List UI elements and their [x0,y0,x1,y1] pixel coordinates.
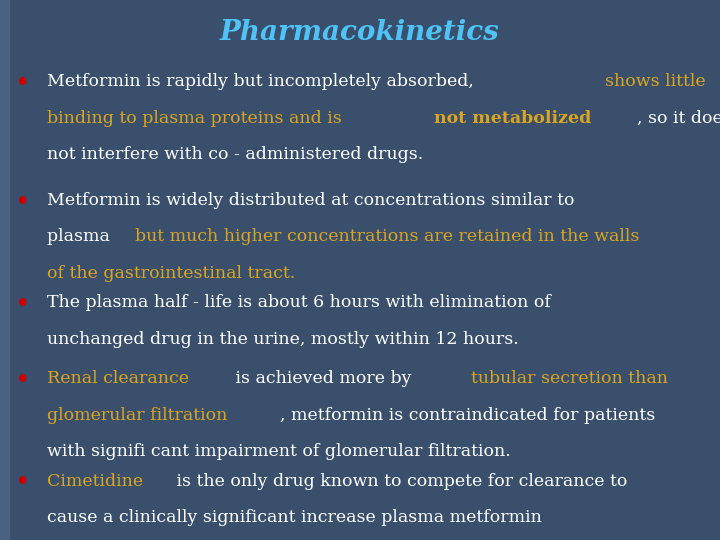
Text: Pharmacokinetics: Pharmacokinetics [220,19,500,46]
Text: not interfere with co - administered drugs.: not interfere with co - administered dru… [47,146,423,163]
Text: glomerular filtration: glomerular filtration [47,407,228,423]
Text: , so it does: , so it does [637,110,720,126]
Text: tubular secretion than: tubular secretion than [472,370,668,387]
Text: Renal clearance: Renal clearance [47,370,189,387]
Text: Metformin is widely distributed at concentrations similar to: Metformin is widely distributed at conce… [47,192,575,208]
Text: is achieved more by: is achieved more by [230,370,417,387]
Text: , metformin is contraindicated for patients: , metformin is contraindicated for patie… [279,407,654,423]
Text: unchanged drug in the urine, mostly within 12 hours.: unchanged drug in the urine, mostly with… [47,331,518,348]
Text: The plasma half - life is about 6 hours with elimination of: The plasma half - life is about 6 hours … [47,294,551,311]
Text: is the only drug known to compete for clearance to: is the only drug known to compete for cl… [171,472,627,489]
Text: •: • [17,73,30,93]
Text: not metabolized: not metabolized [434,110,591,126]
Text: but much higher concentrations are retained in the walls: but much higher concentrations are retai… [135,228,639,245]
Text: •: • [17,294,30,314]
Text: •: • [17,370,30,390]
Bar [0,0,9,540]
Text: Cimetidine: Cimetidine [47,472,143,489]
Text: binding to plasma proteins and is: binding to plasma proteins and is [47,110,347,126]
Text: shows little: shows little [605,73,706,90]
Text: •: • [17,192,30,212]
Text: with signifi cant impairment of glomerular filtration.: with signifi cant impairment of glomerul… [47,443,510,460]
Text: cause a clinically significant increase plasma metformin: cause a clinically significant increase … [47,509,541,526]
Text: •: • [17,472,30,492]
Text: Metformin is rapidly but incompletely absorbed,: Metformin is rapidly but incompletely ab… [47,73,480,90]
Text: of the gastrointestinal tract.: of the gastrointestinal tract. [47,265,295,282]
Text: plasma: plasma [47,228,115,245]
